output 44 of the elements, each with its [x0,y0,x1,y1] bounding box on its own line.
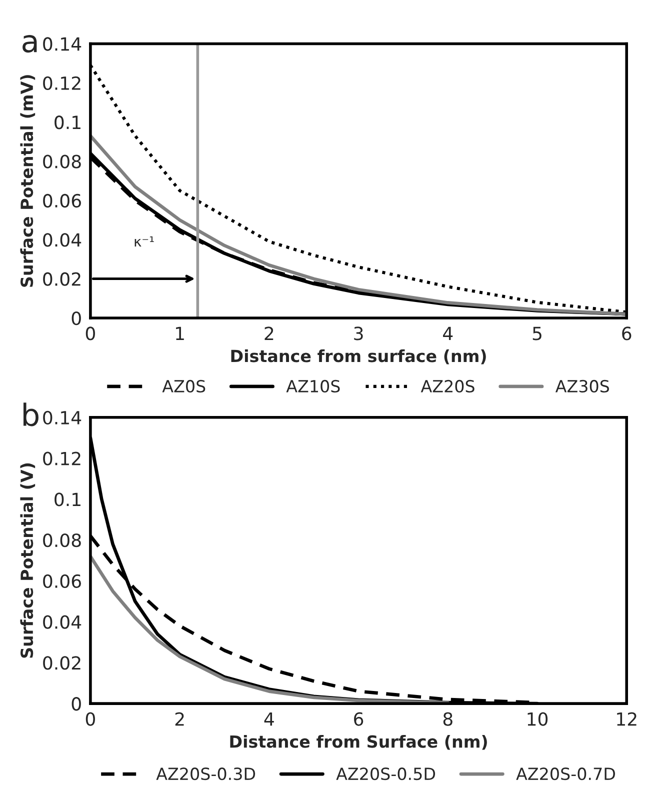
x-tick-label: 4 [443,326,453,340]
y-tick-label: 0.12 [43,76,80,90]
x-tick-label: 2 [175,712,184,726]
x-tick-label: 6 [622,326,632,340]
x-tick-label: 0 [86,712,95,726]
legend-label: AZ20S [420,380,474,393]
x-tick-label: 0 [86,326,95,340]
x-tick-label: 1 [176,326,184,340]
annotation: κ⁻¹ [134,236,154,247]
legend-label: AZ20S-0.3D [156,768,256,780]
y-tick-label: 0 [72,311,81,326]
y-tick-label: 0.08 [43,533,81,548]
y-tick-label: 0.02 [43,272,80,286]
y-tick-label: 0.14 [43,410,82,424]
x-tick-label: 12 [617,712,636,726]
y-tick-label: 0.1 [54,116,80,130]
x-tick-label: 8 [443,712,452,726]
x-axis-title: Distance from Surface (nm) [230,734,487,750]
chart-title: b [24,402,38,426]
y-tick-label: 0.1 [54,492,80,506]
x-tick-label: 2 [264,326,274,340]
y-tick-label: 0.14 [43,37,82,51]
x-tick-label: 4 [264,712,274,726]
y-tick-label: 0.06 [43,194,81,208]
x-tick-label: 5 [532,326,542,340]
y-tick-label: 0.04 [43,233,82,247]
y-tick-label: 0.12 [43,452,80,466]
x-tick-label: 6 [354,712,364,726]
y-tick-label: 0.06 [43,574,81,588]
legend-label: AZ30S [555,380,610,393]
y-tick-label: 0.08 [43,154,81,168]
y-axis-title: Surface Potential (mV) [20,75,36,287]
y-tick-label: 0.04 [43,615,82,629]
y-axis-title: Surface Potential (V) [20,463,36,658]
y-tick-label: 0 [72,697,81,711]
x-tick-label: 3 [354,326,363,340]
x-tick-label: 10 [528,712,548,726]
legend-label: AZ10S [286,380,340,393]
legend-label: AZ20S-0.7D [516,768,615,780]
y-tick-label: 0.02 [43,656,80,670]
legend-label: AZ20S-0.5D [336,768,436,780]
x-axis-title: Distance from surface (nm) [231,349,486,364]
legend-label: AZ0S [162,380,206,393]
chart-title: a [22,35,37,53]
